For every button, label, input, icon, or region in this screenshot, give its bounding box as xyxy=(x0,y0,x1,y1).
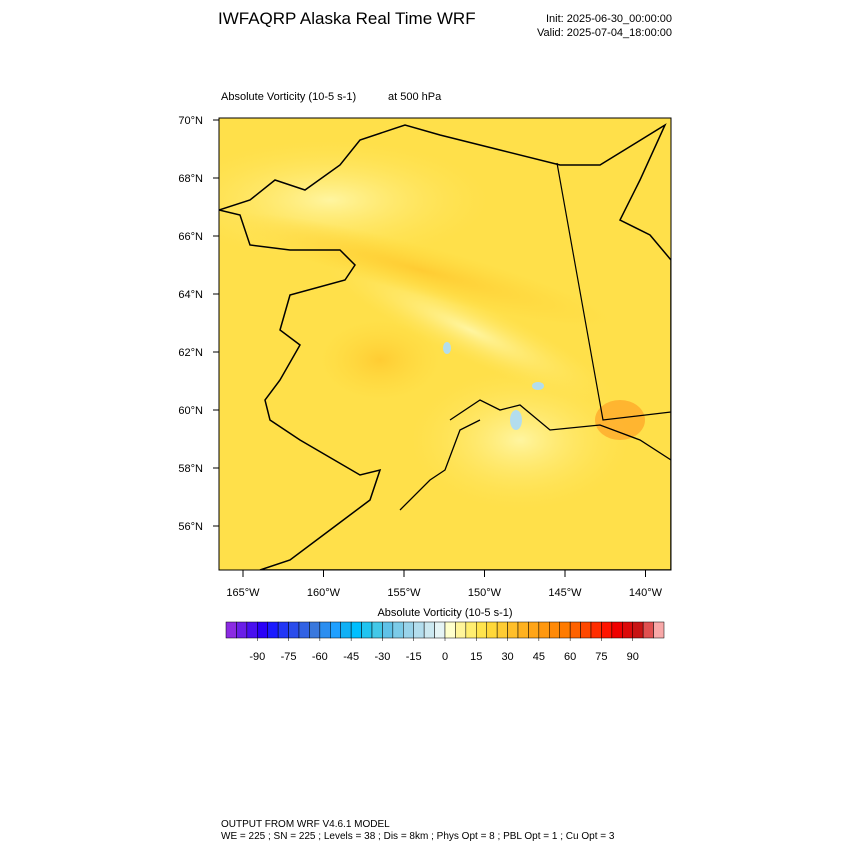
colorbar-box xyxy=(632,621,644,639)
colorbar-tick-label: 0 xyxy=(442,651,448,663)
colorbar-box xyxy=(549,621,560,639)
colorbar-box xyxy=(257,621,268,639)
colorbar-box xyxy=(569,621,581,639)
colorbar-tick-label: -15 xyxy=(406,651,422,663)
colorbar-box xyxy=(298,621,310,639)
colorbar-box xyxy=(361,621,373,639)
lon-tick-label: 160°W xyxy=(307,587,341,599)
colorbar-box xyxy=(309,621,321,639)
lon-tick-label: 145°W xyxy=(548,587,582,599)
colorbar-tick-label: 60 xyxy=(564,651,576,663)
colorbar-box xyxy=(476,621,487,639)
colorbar-box xyxy=(392,621,404,639)
colorbar-title: Absolute Vorticity (10-5 s-1) xyxy=(377,607,512,619)
map-frame xyxy=(218,117,672,571)
colorbar-box xyxy=(340,621,352,639)
colorbar-box xyxy=(538,621,550,639)
colorbar-box xyxy=(622,621,633,639)
colorbar-box xyxy=(590,621,602,639)
lat-tick-label: 64°N xyxy=(178,289,203,301)
colorbar-box xyxy=(288,621,300,639)
init-time: Init: 2025-06-30_00:00:00 xyxy=(546,13,672,25)
lon-tick-label: 165°W xyxy=(226,587,260,599)
colorbar-tick-label: 90 xyxy=(627,651,639,663)
colorbar-box xyxy=(330,621,341,639)
colorbar-box xyxy=(507,621,519,639)
footer-line: OUTPUT FROM WRF V4.6.1 MODEL xyxy=(221,819,390,830)
colorbar-box xyxy=(371,621,383,639)
colorbar-box xyxy=(559,621,571,639)
lat-tick-label: 58°N xyxy=(178,463,203,475)
lat-tick-label: 62°N xyxy=(178,347,203,359)
lat-tick-label: 70°N xyxy=(178,115,203,127)
colorbar-tick-label: -45 xyxy=(343,651,359,663)
colorbar-box xyxy=(486,621,498,639)
colorbar-box xyxy=(277,621,289,639)
colorbar-tick-label: 45 xyxy=(533,651,545,663)
lat-tick-label: 56°N xyxy=(178,521,203,533)
colorbar-box xyxy=(413,621,425,639)
colorbar-box xyxy=(653,621,665,639)
colorbar-tick-label: -30 xyxy=(374,651,390,663)
footer-line: WE = 225 ; SN = 225 ; Levels = 38 ; Dis … xyxy=(221,831,615,842)
colorbar-box xyxy=(496,621,508,639)
colorbar-tick-label: -60 xyxy=(312,651,328,663)
colorbar-box xyxy=(580,621,592,639)
title: IWFAQRP Alaska Real Time WRF xyxy=(218,9,476,28)
colorbar-box xyxy=(236,621,248,639)
colorbar-box xyxy=(403,621,414,639)
colorbar-tick-label: -75 xyxy=(281,651,297,663)
lat-tick-label: 60°N xyxy=(178,405,203,417)
lon-tick-label: 140°W xyxy=(629,587,663,599)
lon-tick-label: 150°W xyxy=(468,587,502,599)
colorbar-box xyxy=(423,621,435,639)
colorbar-box xyxy=(267,621,279,639)
colorbar-tick-label: 15 xyxy=(470,651,482,663)
colorbar-box xyxy=(434,621,446,639)
lat-tick-label: 68°N xyxy=(178,173,203,185)
lat-tick-label: 66°N xyxy=(178,231,203,243)
colorbar-box xyxy=(465,621,477,639)
valid-time: Valid: 2025-07-04_18:00:00 xyxy=(537,27,672,39)
colorbar-box xyxy=(517,621,529,639)
colorbar-tick-label: 30 xyxy=(501,651,513,663)
field xyxy=(219,118,671,570)
colorbar-box xyxy=(225,621,237,639)
colorbar-tick-label: -90 xyxy=(249,651,265,663)
colorbar-box xyxy=(528,621,540,639)
colorbar-box xyxy=(455,621,467,639)
colorbar-box xyxy=(382,621,394,639)
level-label: at 500 hPa xyxy=(388,91,442,103)
colorbar-box xyxy=(444,621,456,639)
colorbar-box xyxy=(601,621,613,639)
colorbar-tick-label: 75 xyxy=(595,651,607,663)
map xyxy=(218,117,672,571)
colorbar-box xyxy=(350,621,362,639)
colorbar-box xyxy=(642,621,654,639)
lon-tick-label: 155°W xyxy=(387,587,421,599)
colorbar-box xyxy=(246,621,258,639)
colorbar-box xyxy=(611,621,623,639)
field-label: Absolute Vorticity (10-5 s-1) xyxy=(221,91,356,103)
colorbar-box xyxy=(319,621,331,639)
